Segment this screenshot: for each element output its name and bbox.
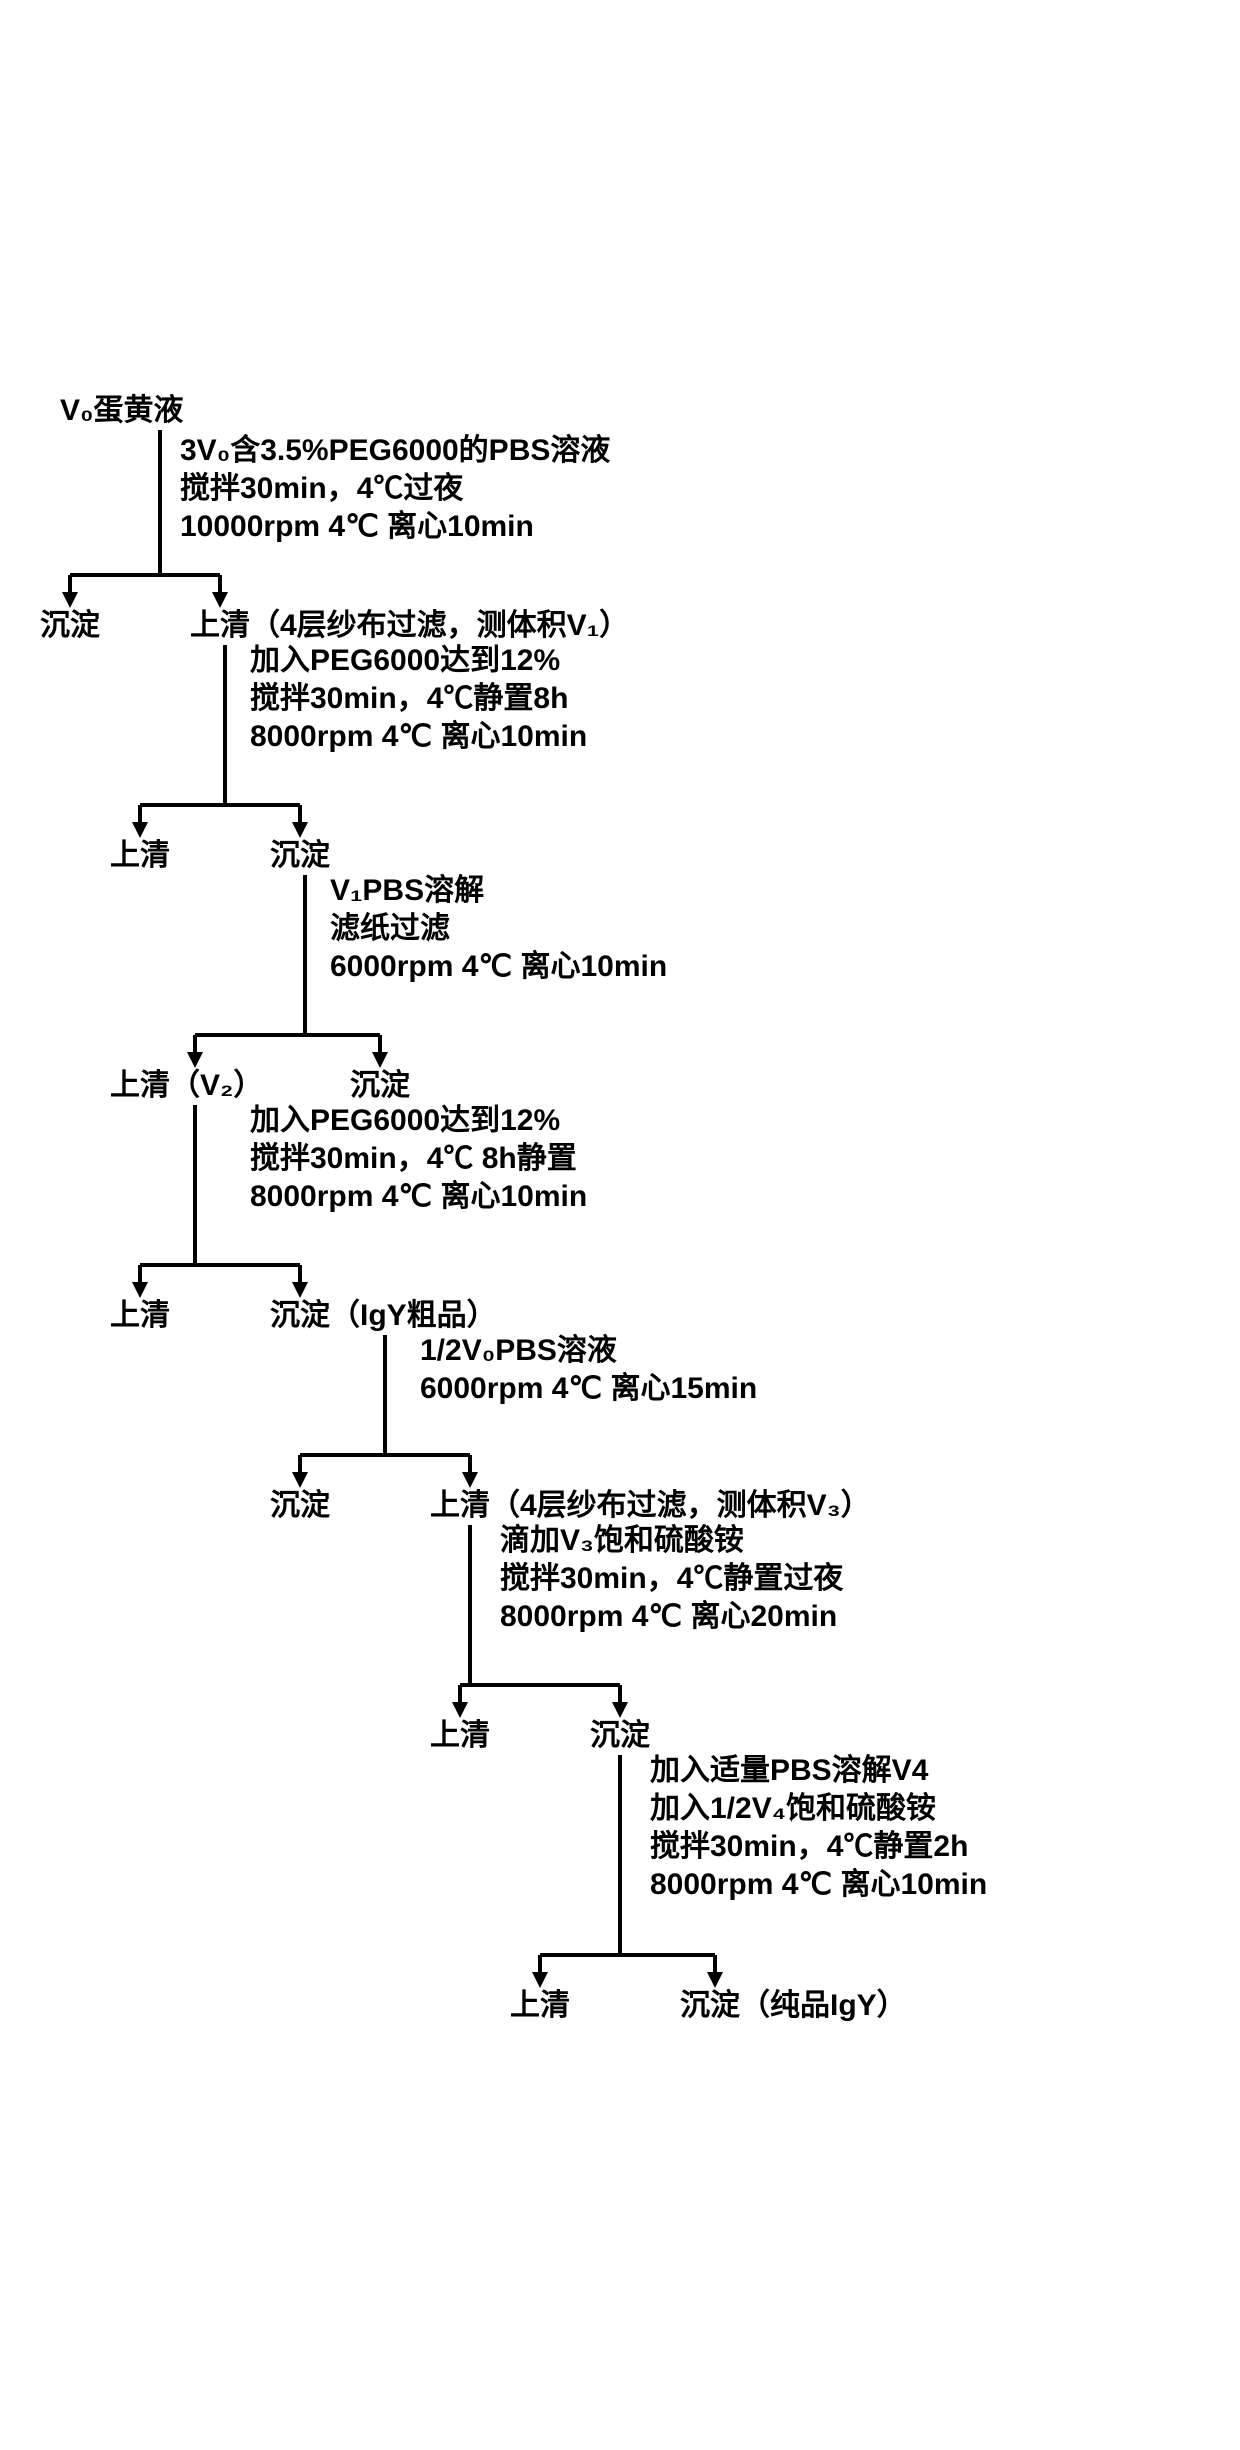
step-s1-line-0: 3V₀含3.5%PEG6000的PBS溶液 [180, 433, 610, 467]
node-n6b: 沉淀 [590, 1719, 650, 1752]
step-s3-line-0: V₁PBS溶解 [330, 873, 484, 907]
node-n1a: 沉淀 [40, 609, 100, 642]
node-n0: V₀蛋黄液 [60, 394, 184, 427]
node-n6a: 上清 [430, 1719, 490, 1752]
step-s7-line-3: 8000rpm 4℃ 离心10min [650, 1868, 987, 1901]
step-s1-line-1: 搅拌30min，4℃过夜 [180, 471, 464, 505]
step-s6-line-0: 滴加V₃饱和硫酸铵 [500, 1523, 744, 1557]
node-n7a: 上清 [510, 1989, 570, 2022]
step-s1-line-2: 10000rpm 4℃ 离心10min [180, 510, 534, 543]
step-s7-line-2: 搅拌30min，4℃静置2h [650, 1830, 968, 1863]
node-n2a: 上清 [110, 839, 170, 872]
step-s5-line-1: 6000rpm 4℃ 离心15min [420, 1372, 757, 1405]
node-n2b: 沉淀 [270, 839, 330, 872]
node-n7b: 沉淀（纯品IgY） [680, 1988, 907, 2022]
step-s4-line-1: 搅拌30min，4℃ 8h静置 [250, 1142, 577, 1175]
step-s2-line-1: 搅拌30min，4℃静置8h [250, 682, 568, 715]
node-n3b: 沉淀 [350, 1069, 410, 1102]
steps-layer: 3V₀含3.5%PEG6000的PBS溶液搅拌30min，4℃过夜 10000rp… [180, 433, 987, 1901]
node-n5b: 上清（4层纱布过滤，测体积V₃） [430, 1488, 871, 1522]
step-s6-line-2: 8000rpm 4℃ 离心20min [500, 1600, 837, 1633]
node-n1b: 上清（4层纱布过滤，测体积V₁） [190, 608, 629, 642]
node-n4b: 沉淀（IgY粗品） [270, 1298, 497, 1332]
step-s7-line-1: 加入1/2V₄饱和硫酸铵 [650, 1791, 936, 1825]
step-s2-line-0: 加入PEG6000达到12% [250, 644, 560, 677]
step-s5-line-0: 1/2V₀PBS溶液 [420, 1333, 617, 1367]
step-s3-line-1: 滤纸过滤 [330, 912, 450, 945]
node-n4a: 上清 [110, 1299, 170, 1332]
node-n3a: 上清（V₂） [110, 1068, 263, 1102]
step-s4-line-0: 加入PEG6000达到12% [250, 1104, 560, 1137]
flowchart-canvas: V₀蛋黄液沉淀上清（4层纱布过滤，测体积V₁）上清沉淀上清（V₂）沉淀上清沉淀（… [0, 0, 1240, 2450]
node-n5a: 沉淀 [270, 1489, 330, 1522]
step-s7-line-0: 加入适量PBS溶解V4 [650, 1753, 929, 1787]
step-s2-line-2: 8000rpm 4℃ 离心10min [250, 720, 587, 753]
step-s3-line-2: 6000rpm 4℃ 离心10min [330, 950, 667, 983]
step-s4-line-2: 8000rpm 4℃ 离心10min [250, 1180, 587, 1213]
step-s6-line-1: 搅拌30min，4℃静置过夜 [500, 1561, 844, 1595]
